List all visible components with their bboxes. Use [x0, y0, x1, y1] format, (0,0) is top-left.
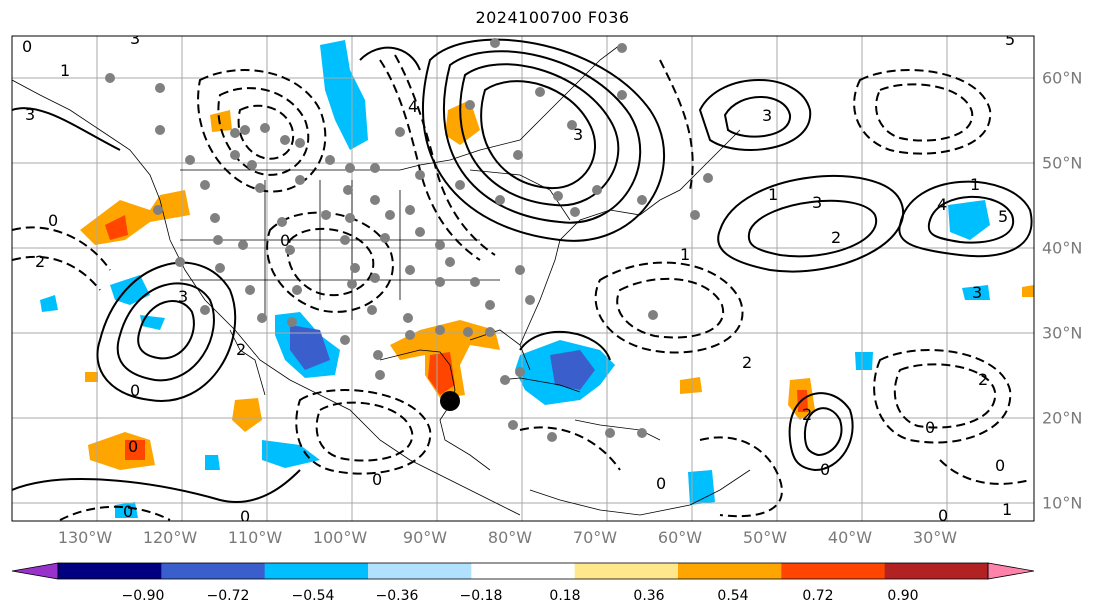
colorbar-extend-low [11, 562, 59, 580]
svg-text:0: 0 [48, 211, 58, 230]
svg-text:5: 5 [998, 207, 1008, 226]
colorbar-tick: 0.18 [549, 588, 581, 604]
svg-text:4: 4 [937, 195, 947, 214]
lat-label: 50°N [1042, 153, 1083, 173]
lon-label: 110°W [227, 528, 283, 547]
svg-text:0: 0 [925, 418, 935, 437]
svg-text:1: 1 [970, 175, 980, 194]
svg-text:0: 0 [995, 456, 1005, 475]
lon-label: 100°W [312, 528, 368, 547]
svg-text:0: 0 [372, 470, 382, 489]
svg-text:2: 2 [742, 353, 752, 372]
colorbar-tick: −0.72 [206, 588, 250, 604]
map-frame [11, 35, 1035, 522]
lon-label: 70°W [572, 528, 618, 547]
colorbar-tick: 0.36 [633, 588, 665, 604]
lat-label: 20°N [1042, 408, 1083, 428]
lon-label: 80°W [487, 528, 533, 547]
lon-label: 50°W [742, 528, 788, 547]
lon-label: 130°W [57, 528, 113, 547]
svg-text:0: 0 [938, 506, 948, 525]
colorbar-segment [574, 563, 679, 579]
colorbar-segment [58, 563, 162, 579]
contour-labels: 013 302 320 000 003 233 124 513 205 020 … [22, 29, 1015, 526]
colorbar-segment [161, 563, 266, 579]
svg-text:1: 1 [1002, 500, 1012, 519]
colorbar-tick: −0.36 [375, 588, 419, 604]
colorbar-tick: 0.72 [802, 588, 834, 604]
svg-text:2: 2 [802, 405, 812, 424]
coastlines [12, 44, 751, 516]
colorbar-segment [368, 563, 472, 579]
lat-label: 10°N [1042, 493, 1083, 513]
svg-text:1: 1 [768, 185, 778, 204]
svg-text:1: 1 [60, 61, 70, 80]
svg-text:3: 3 [25, 105, 35, 124]
lon-label: 90°W [402, 528, 448, 547]
svg-text:1: 1 [680, 245, 690, 264]
svg-text:2: 2 [978, 370, 988, 389]
colorbar-tick: 0.90 [887, 588, 919, 604]
svg-text:0: 0 [820, 460, 830, 479]
lon-label: 120°W [142, 528, 198, 547]
svg-text:3: 3 [812, 193, 822, 212]
storm-center-marker [440, 391, 460, 411]
svg-text:0: 0 [123, 502, 133, 521]
svg-text:2: 2 [35, 252, 45, 271]
svg-text:2: 2 [831, 228, 841, 247]
colorbar-tick: 0.54 [717, 588, 749, 604]
svg-text:0: 0 [130, 381, 140, 400]
svg-text:3: 3 [762, 106, 772, 125]
svg-text:0: 0 [22, 37, 32, 56]
colorbar-tick: −0.54 [291, 588, 335, 604]
svg-text:3: 3 [178, 287, 188, 306]
svg-text:0: 0 [656, 474, 666, 493]
colorbar-segment [264, 563, 369, 579]
colorbar-tick: −0.90 [121, 588, 165, 604]
colorbar-segment [884, 563, 989, 579]
svg-text:0: 0 [240, 507, 250, 526]
graticule [12, 36, 1034, 521]
colorbar-extend-high [987, 562, 1035, 580]
lat-label: 40°N [1042, 238, 1083, 258]
map-title: 2024100700 F036 [475, 8, 630, 27]
contours [12, 38, 1033, 521]
svg-text:3: 3 [130, 29, 140, 48]
colorbar-segment [678, 563, 782, 579]
svg-text:0: 0 [128, 437, 138, 456]
colorbar-tick: −0.18 [459, 588, 503, 604]
lon-label: 30°W [912, 528, 958, 547]
colorbar-segment [781, 563, 886, 579]
svg-text:3: 3 [573, 125, 583, 144]
colorbar-segment [471, 563, 576, 579]
lon-label: 40°W [827, 528, 873, 547]
colorbar-frame [57, 562, 989, 580]
station-points [105, 38, 713, 442]
svg-text:0: 0 [280, 231, 290, 250]
svg-text:3: 3 [972, 283, 982, 302]
lon-label: 60°W [657, 528, 703, 547]
svg-text:2: 2 [236, 340, 246, 359]
lat-label: 30°N [1042, 323, 1083, 343]
svg-text:4: 4 [408, 97, 418, 116]
lat-label: 60°N [1042, 68, 1083, 88]
svg-text:5: 5 [1005, 30, 1015, 49]
